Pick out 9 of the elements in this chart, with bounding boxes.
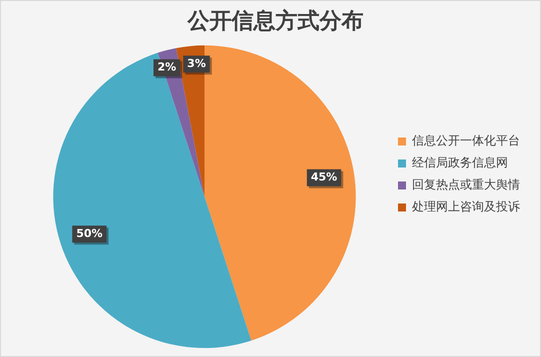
data-label: 50% xyxy=(76,226,103,240)
data-label: 45% xyxy=(310,170,338,184)
data-label: 3% xyxy=(187,57,206,70)
legend-label: 回复热点或重大舆情 xyxy=(412,178,520,192)
chart-title: 公开信息方式分布 xyxy=(186,8,364,34)
legend-label: 处理网上咨询及投诉 xyxy=(412,200,520,214)
legend-label: 信息公开一体化平台 xyxy=(412,134,520,148)
legend-label: 经信局政务信息网 xyxy=(412,156,508,170)
data-label: 2% xyxy=(158,60,176,74)
